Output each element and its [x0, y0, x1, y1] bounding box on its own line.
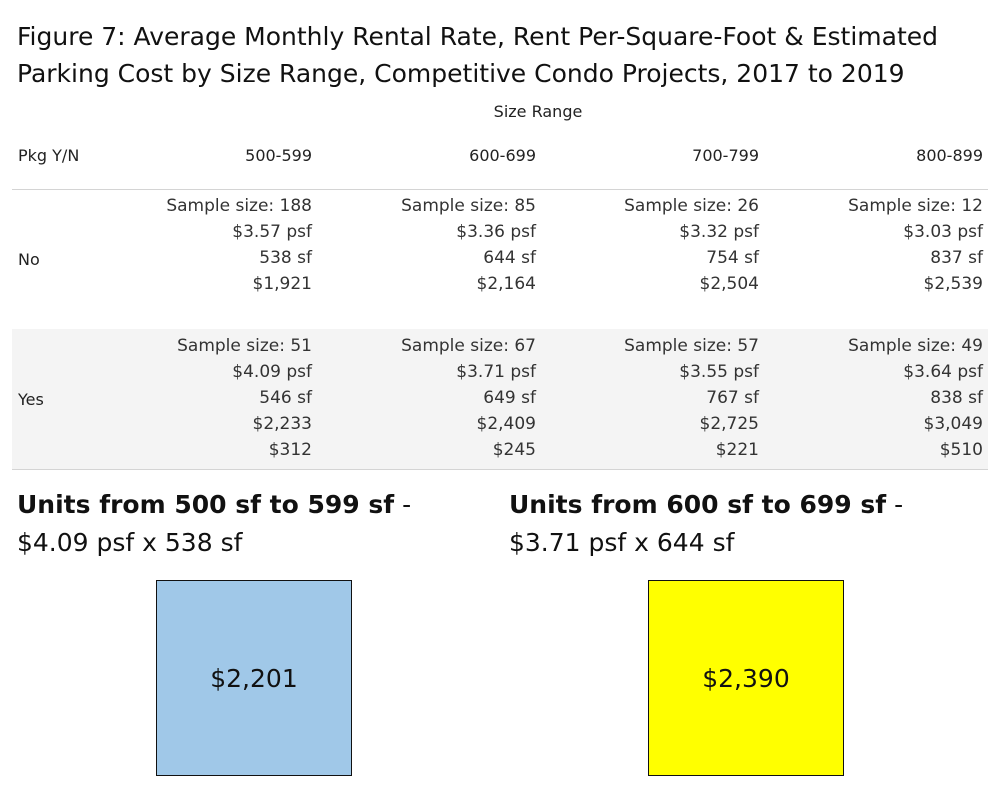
card-heading-formula: - $3.71 psf x 644 sf: [509, 490, 904, 557]
rent-psf: $3.36 psf: [456, 222, 536, 242]
unit-size: 837 sf: [930, 248, 983, 268]
card-heading-500-599: Units from 500 sf to 599 sf - $4.09 psf …: [17, 486, 487, 562]
row-header-label: Pkg Y/N: [18, 146, 80, 165]
row-band-yes: [12, 329, 988, 469]
rent-psf: $3.32 psf: [679, 222, 759, 242]
table-cell: Sample size: 85 $3.36 psf 644 sf $2,164: [336, 193, 536, 297]
column-header-700-799: 700-799: [692, 146, 759, 165]
chart-title: Figure 7: Average Monthly Rental Rate, R…: [17, 22, 938, 88]
sample-size: Sample size: 57: [624, 336, 759, 356]
unit-size: 838 sf: [930, 388, 983, 408]
monthly-rent: $2,164: [476, 274, 536, 294]
monthly-rent: $2,504: [699, 274, 759, 294]
table-cell: Sample size: 12 $3.03 psf 837 sf $2,539: [783, 193, 983, 297]
column-header-800-899: 800-899: [916, 146, 983, 165]
card-value-box-600-699: $2,390: [648, 580, 844, 776]
sample-size: Sample size: 85: [401, 196, 536, 216]
card-heading-bold: Units from 600 sf to 699 sf: [509, 490, 887, 519]
sample-size: Sample size: 51: [177, 336, 312, 356]
sample-size: Sample size: 49: [848, 336, 983, 356]
parking-cost: $245: [492, 440, 536, 460]
rent-psf: $3.03 psf: [903, 222, 983, 242]
rent-psf: $3.71 psf: [456, 362, 536, 382]
row-label-no: No: [18, 250, 40, 269]
card-value-box-500-599: $2,201: [156, 580, 352, 776]
sample-size: Sample size: 12: [848, 196, 983, 216]
row-label-yes: Yes: [18, 390, 44, 409]
monthly-rent: $2,409: [476, 414, 536, 434]
unit-size: 644 sf: [483, 248, 536, 268]
unit-size: 649 sf: [483, 388, 536, 408]
table-cell: Sample size: 51 $4.09 psf 546 sf $2,233 …: [112, 333, 312, 463]
rent-psf: $3.55 psf: [679, 362, 759, 382]
monthly-rent: $2,233: [252, 414, 312, 434]
parking-cost: $312: [268, 440, 312, 460]
parking-cost: $221: [715, 440, 759, 460]
rent-psf: $3.57 psf: [232, 222, 312, 242]
monthly-rent: $3,049: [923, 414, 983, 434]
unit-size: 546 sf: [259, 388, 312, 408]
unit-size: 538 sf: [259, 248, 312, 268]
monthly-rent: $1,921: [252, 274, 312, 294]
unit-size: 767 sf: [706, 388, 759, 408]
rent-psf: $3.64 psf: [903, 362, 983, 382]
rent-psf: $4.09 psf: [232, 362, 312, 382]
parking-cost: $510: [939, 440, 983, 460]
header-divider: [12, 189, 988, 190]
table-cell: Sample size: 67 $3.71 psf 649 sf $2,409 …: [336, 333, 536, 463]
card-heading-600-699: Units from 600 sf to 699 sf - $3.71 psf …: [509, 486, 979, 562]
table-bottom-divider: [12, 469, 988, 470]
table-cell: Sample size: 57 $3.55 psf 767 sf $2,725 …: [559, 333, 759, 463]
column-header-600-699: 600-699: [469, 146, 536, 165]
table-cell: Sample size: 26 $3.32 psf 754 sf $2,504: [559, 193, 759, 297]
card-heading-bold: Units from 500 sf to 599 sf: [17, 490, 395, 519]
card-heading-formula: - $4.09 psf x 538 sf: [17, 490, 412, 557]
sample-size: Sample size: 67: [401, 336, 536, 356]
monthly-rent: $2,725: [699, 414, 759, 434]
sample-size: Sample size: 188: [166, 196, 312, 216]
table-cell: Sample size: 49 $3.64 psf 838 sf $3,049 …: [783, 333, 983, 463]
sample-size: Sample size: 26: [624, 196, 759, 216]
column-group-label: Size Range: [493, 102, 583, 121]
unit-size: 754 sf: [706, 248, 759, 268]
table-cell: Sample size: 188 $3.57 psf 538 sf $1,921: [112, 193, 312, 297]
column-header-500-599: 500-599: [245, 146, 312, 165]
monthly-rent: $2,539: [923, 274, 983, 294]
